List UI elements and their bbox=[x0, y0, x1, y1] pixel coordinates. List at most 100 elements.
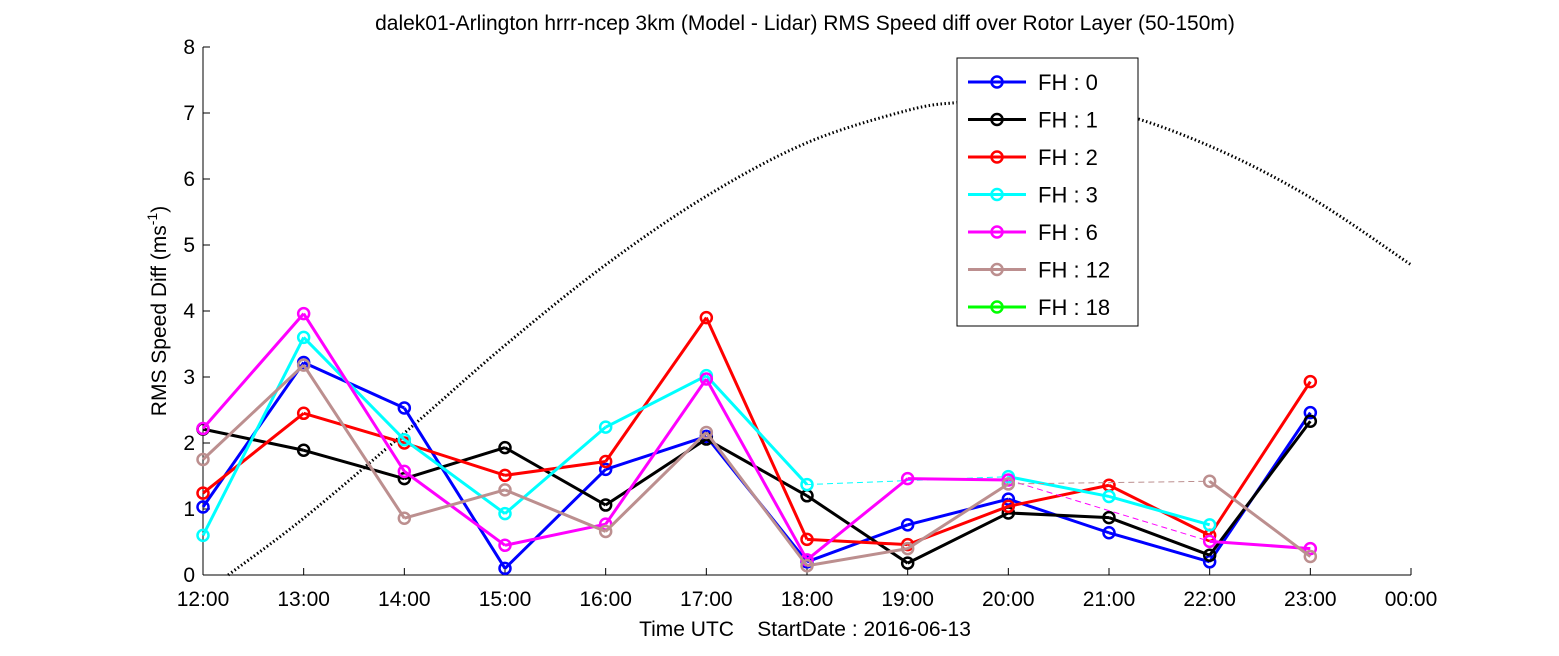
data-point bbox=[1202, 518, 1217, 532]
y-axis-label-superscript: -1 bbox=[144, 213, 160, 226]
series-line-segment bbox=[1208, 480, 1312, 558]
series-line-segment bbox=[604, 316, 708, 463]
data-point bbox=[498, 506, 512, 521]
x-tick-label: 21:00 bbox=[1083, 588, 1136, 611]
series-line-segment bbox=[302, 364, 406, 520]
data-point bbox=[598, 462, 613, 477]
y-tick-label: 2 bbox=[183, 432, 195, 455]
x-tick-label: 18:00 bbox=[781, 588, 834, 611]
data-point bbox=[598, 498, 613, 512]
legend-swatch-marker bbox=[990, 300, 1004, 314]
y-axis-label: RMS Speed Diff (ms-1) bbox=[144, 206, 171, 416]
series-gap-segment bbox=[1008, 480, 1210, 485]
series-line-segment bbox=[1108, 516, 1211, 557]
data-point bbox=[1102, 510, 1116, 525]
series-line-segment bbox=[806, 477, 909, 561]
reference-curve bbox=[227, 97, 1412, 577]
legend-label: FH : 18 bbox=[1038, 295, 1110, 320]
data-point bbox=[1303, 374, 1318, 389]
data-point bbox=[1102, 526, 1116, 540]
series-3 bbox=[196, 330, 1217, 543]
x-tick-label: 20:00 bbox=[982, 588, 1035, 611]
data-point bbox=[800, 559, 814, 573]
series-line-segment bbox=[504, 426, 607, 515]
series-line-segment bbox=[604, 378, 708, 526]
series-line-segment bbox=[906, 482, 1010, 550]
series-line-segment bbox=[504, 488, 607, 533]
x-ticks: 12:00 13:00 14:00 15:00 16:00 17:00 18:00 19:00… bbox=[177, 568, 1438, 611]
data-point bbox=[1202, 555, 1217, 569]
series-line-segment bbox=[1008, 475, 1110, 498]
x-tick-label: 14:00 bbox=[378, 588, 431, 611]
series-line-segment bbox=[201, 364, 305, 461]
y-tick-label: 8 bbox=[183, 36, 195, 59]
data-point bbox=[1202, 534, 1217, 549]
series-5 bbox=[196, 358, 1318, 573]
data-point bbox=[296, 306, 311, 321]
x-tick-label: 12:00 bbox=[177, 588, 230, 611]
data-point bbox=[1303, 541, 1318, 556]
legend-swatch-marker bbox=[990, 262, 1004, 277]
data-point bbox=[296, 330, 311, 345]
series-line-segment bbox=[906, 511, 1010, 565]
y-tick-label: 3 bbox=[183, 366, 195, 389]
series-line-segment bbox=[403, 446, 506, 481]
data-point bbox=[498, 483, 512, 497]
y-tick-label: 5 bbox=[183, 234, 195, 257]
data-point bbox=[196, 452, 210, 467]
data-point bbox=[598, 420, 613, 434]
legend-box bbox=[956, 57, 1139, 327]
chart-title: dalek01-Arlington hrrr-ncep 3km (Model -… bbox=[375, 12, 1235, 35]
y-axis-label-end: ) bbox=[148, 206, 171, 213]
series-line-segment bbox=[302, 336, 406, 441]
series-line-segment bbox=[201, 336, 306, 537]
legend-swatch-marker bbox=[990, 75, 1004, 89]
series-line-segment bbox=[705, 374, 809, 486]
series-gap-segment bbox=[1008, 479, 1210, 542]
series-line-segment bbox=[303, 361, 405, 410]
data-point bbox=[1001, 492, 1016, 506]
series-line-segment bbox=[403, 407, 507, 570]
x-tick-label: 16:00 bbox=[579, 588, 632, 611]
data-point bbox=[900, 556, 915, 570]
series-line-segment bbox=[403, 488, 506, 520]
series-line-segment bbox=[1208, 420, 1312, 557]
data-point bbox=[1001, 499, 1016, 514]
legend-label: FH : 0 bbox=[1038, 70, 1098, 95]
data-point bbox=[498, 468, 512, 483]
series-line-segment bbox=[1108, 531, 1211, 564]
data-point bbox=[498, 538, 512, 553]
data-point bbox=[800, 532, 814, 547]
legend: FH : 0 FH : 1 FH : 2 FH : 3 FH : 6 FH : 12 FH … bbox=[956, 57, 1139, 327]
series-line-segment bbox=[705, 378, 809, 561]
data-point bbox=[498, 440, 512, 455]
series-line-segment bbox=[604, 374, 708, 429]
series-line-segment bbox=[504, 459, 606, 477]
series-line-segment bbox=[1108, 495, 1211, 527]
series-line-segment bbox=[403, 441, 506, 477]
series-line-segment bbox=[1208, 380, 1312, 537]
data-point bbox=[1202, 548, 1217, 562]
series-line-segment bbox=[403, 438, 506, 515]
data-point bbox=[296, 406, 311, 421]
data-point bbox=[196, 486, 210, 500]
data-point bbox=[699, 372, 714, 386]
data-point bbox=[397, 432, 412, 447]
series-line-segment bbox=[806, 547, 908, 568]
series-line-segment bbox=[202, 412, 305, 495]
x-tick-label: 22:00 bbox=[1183, 588, 1236, 611]
data-point bbox=[196, 528, 210, 543]
data-point bbox=[296, 358, 311, 372]
data-point bbox=[196, 421, 210, 436]
y-tick-label: 4 bbox=[183, 300, 195, 323]
x-tick-label: 00:00 bbox=[1385, 588, 1438, 611]
series-line-segment bbox=[403, 470, 506, 547]
data-point bbox=[1102, 489, 1116, 504]
y-tick-label: 1 bbox=[183, 498, 195, 521]
y-tick-label: 0 bbox=[183, 564, 195, 587]
data-point bbox=[598, 454, 613, 469]
series-line-segment bbox=[201, 312, 305, 430]
data-point bbox=[196, 500, 210, 514]
legend-label: FH : 6 bbox=[1038, 220, 1098, 245]
series-line-segment bbox=[504, 446, 607, 507]
